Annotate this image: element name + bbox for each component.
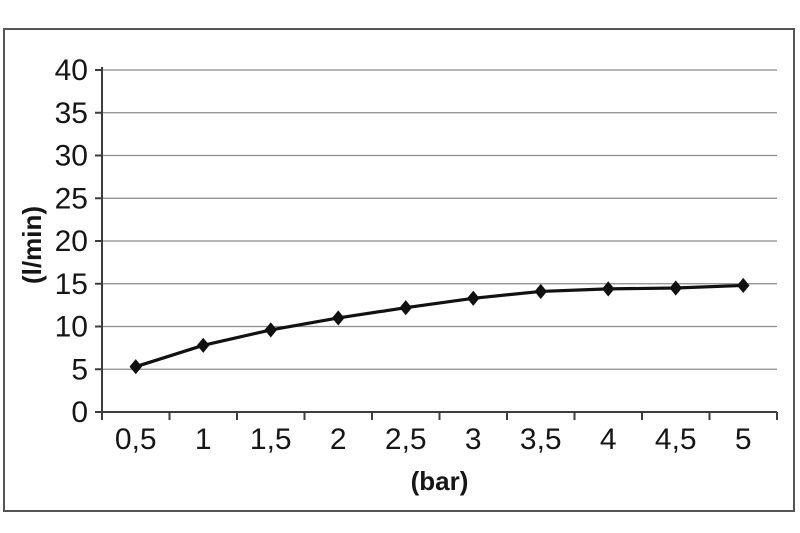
x-tick-label: 2,5 (385, 423, 427, 456)
x-tick-label: 4,5 (655, 423, 697, 456)
x-tick-label: 0,5 (115, 423, 157, 456)
x-tick-label: 4 (600, 423, 617, 456)
data-point-marker (197, 337, 210, 353)
data-point-marker (264, 322, 277, 338)
y-tick-label: 35 (55, 97, 88, 130)
data-point-marker (332, 310, 345, 326)
data-point-marker (737, 277, 750, 294)
series-line (134, 283, 745, 369)
x-axis-title: (bar) (410, 466, 469, 496)
y-tick-label: 40 (55, 54, 88, 87)
x-tick-label: 3 (465, 423, 482, 456)
y-axis-title: (l/min) (17, 206, 47, 284)
y-tick-label: 0 (71, 396, 88, 429)
y-tick-label: 10 (55, 311, 88, 344)
y-tick-label: 20 (55, 225, 88, 258)
y-tick-label: 25 (55, 182, 88, 215)
data-point-marker (399, 300, 412, 316)
data-point-marker (534, 283, 547, 300)
x-tick-label: 1 (195, 423, 212, 456)
x-tick-label: 3,5 (520, 423, 562, 456)
x-tick-label: 1,5 (250, 423, 292, 456)
data-point-marker (602, 281, 615, 297)
data-point-marker (129, 359, 142, 375)
y-tick-label: 30 (55, 140, 88, 173)
x-tick-label: 5 (735, 423, 752, 456)
data-point-marker (669, 280, 682, 296)
chart-frame-border (3, 28, 795, 512)
x-tick-label: 2 (330, 423, 347, 456)
data-point-marker (467, 290, 480, 306)
y-tick-label: 5 (71, 353, 88, 386)
y-tick-label: 15 (55, 268, 88, 301)
